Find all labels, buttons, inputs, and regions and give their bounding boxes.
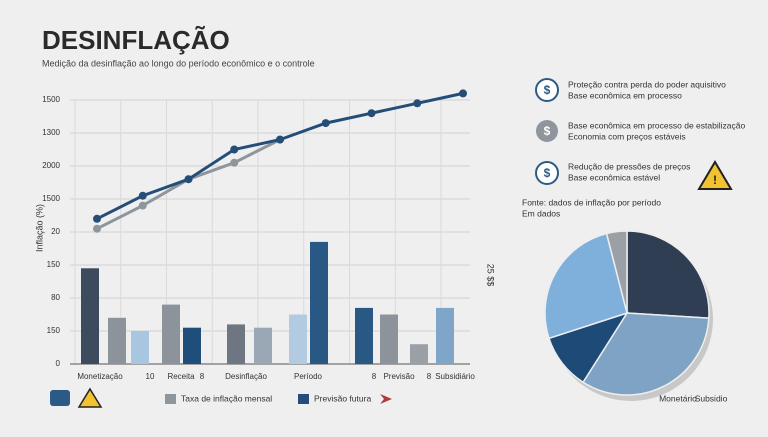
svg-text:!: ! xyxy=(713,173,717,187)
bar xyxy=(410,344,428,364)
point xyxy=(413,99,422,108)
point xyxy=(138,201,147,210)
x-tick-label: 10 xyxy=(146,372,155,381)
point xyxy=(138,191,147,200)
pie-slice xyxy=(544,232,628,340)
y-tick-label: 1300 xyxy=(42,128,60,137)
pie-slice xyxy=(605,230,628,314)
point xyxy=(93,214,101,223)
bar xyxy=(254,327,272,364)
x-tick-label: Monetização xyxy=(77,372,123,381)
svg-text:$: $ xyxy=(544,166,551,180)
x-tick-label: Previsão xyxy=(383,372,415,381)
bar xyxy=(131,331,149,364)
pie-caption: Monetário xyxy=(659,393,697,403)
y-tick-label: 80 xyxy=(51,293,60,302)
bar xyxy=(108,317,126,364)
note: Base econômica em processo xyxy=(568,90,682,100)
note: Economia com preços estáveis xyxy=(568,131,686,141)
subtitle: Medição da desinflação ao longo do perío… xyxy=(42,58,315,68)
point xyxy=(367,109,376,118)
note: Base econômica em processo de estabiliza… xyxy=(568,120,745,130)
y-tick-label: 150 xyxy=(47,260,61,269)
y2-axis-label: 25 $$ xyxy=(486,264,496,287)
source-note: Em dados xyxy=(522,208,560,218)
pie-caption: Subsidio xyxy=(695,393,728,403)
legend-swatch xyxy=(165,394,176,404)
bar xyxy=(183,327,201,364)
y-tick-label: 150 xyxy=(47,326,61,335)
x-tick-label: Receita xyxy=(167,372,195,381)
bar xyxy=(162,304,180,364)
y-tick-label: 2000 xyxy=(42,161,60,170)
point xyxy=(184,175,193,184)
y-tick-label: 1500 xyxy=(42,95,60,104)
note: Proteção contra perda do poder aquisitiv… xyxy=(568,79,726,89)
y-tick-label: 0 xyxy=(56,359,61,368)
pie-slice xyxy=(626,230,710,319)
bar xyxy=(380,314,398,364)
bar xyxy=(227,324,245,364)
legend-label: Taxa de inflação mensal xyxy=(181,393,272,403)
y-tick-label: 1500 xyxy=(42,194,60,203)
bar xyxy=(355,307,373,364)
y-axis-label: Inflação (%) xyxy=(34,204,44,252)
legend-label: Previsão futura xyxy=(314,393,371,403)
title: DESINFLAÇÃO xyxy=(42,25,230,55)
note: Base econômica estável xyxy=(568,172,660,182)
bar xyxy=(81,268,99,364)
source-note: Fonte: dados de inflação por período xyxy=(522,197,661,207)
point xyxy=(230,145,239,154)
legend-swatch xyxy=(298,394,309,404)
note: Redução de pressões de preços xyxy=(568,161,690,171)
point xyxy=(93,224,101,233)
x-tick-label: Subsidiário xyxy=(435,372,475,381)
point xyxy=(321,119,330,128)
x-tick-label: 8 xyxy=(427,372,432,381)
bar xyxy=(310,241,328,364)
y-tick-label: 20 xyxy=(51,227,60,236)
x-tick-label: Desinflação xyxy=(225,372,267,381)
x-tick-label: Período xyxy=(294,372,323,381)
point xyxy=(276,135,284,144)
point xyxy=(459,89,467,98)
icons: $ $ $ ! xyxy=(50,78,733,408)
x-tick-label: 8 xyxy=(372,372,377,381)
bar xyxy=(436,307,454,364)
bar xyxy=(289,314,307,364)
svg-text:$: $ xyxy=(544,124,551,138)
svg-text:$: $ xyxy=(544,83,551,97)
x-tick-label: 8 xyxy=(200,372,205,381)
point xyxy=(230,158,239,167)
